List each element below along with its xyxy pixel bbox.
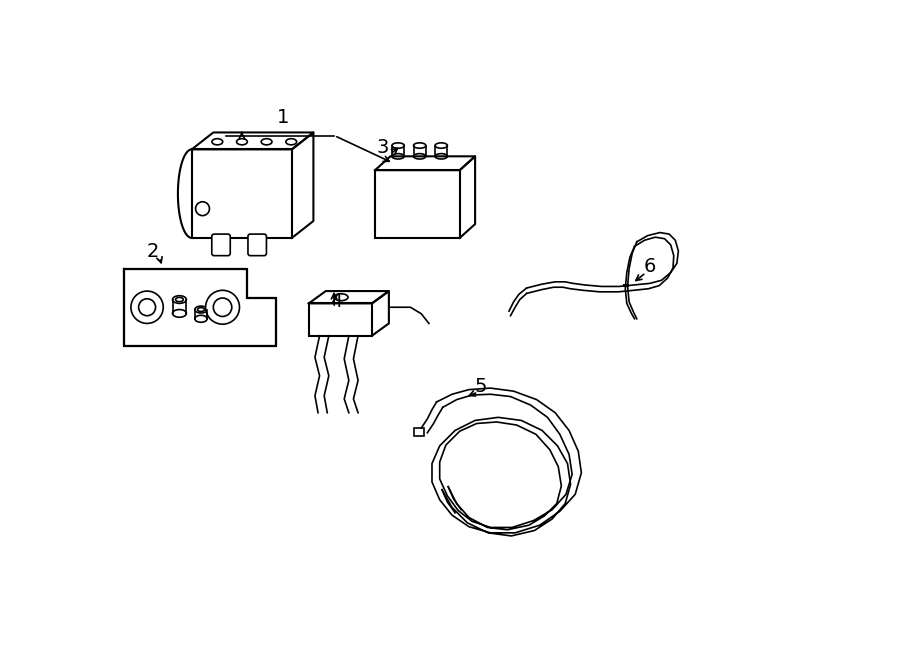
Ellipse shape (197, 307, 204, 311)
Ellipse shape (261, 139, 272, 145)
FancyBboxPatch shape (192, 149, 292, 238)
Circle shape (213, 298, 232, 317)
Text: 6: 6 (644, 257, 656, 276)
Ellipse shape (212, 139, 222, 145)
Ellipse shape (194, 315, 207, 323)
Ellipse shape (435, 153, 447, 159)
Text: 5: 5 (474, 377, 487, 396)
FancyBboxPatch shape (413, 428, 424, 436)
FancyBboxPatch shape (212, 234, 230, 256)
Ellipse shape (413, 143, 426, 148)
Ellipse shape (413, 153, 426, 159)
Ellipse shape (392, 153, 404, 159)
Text: 2: 2 (147, 241, 159, 260)
FancyBboxPatch shape (375, 170, 460, 238)
Text: 3: 3 (376, 138, 389, 157)
Circle shape (130, 291, 163, 323)
Ellipse shape (173, 295, 186, 303)
Ellipse shape (173, 309, 186, 317)
FancyBboxPatch shape (248, 234, 266, 256)
Text: 4: 4 (330, 292, 343, 311)
Ellipse shape (392, 143, 404, 148)
Ellipse shape (176, 297, 184, 301)
Polygon shape (124, 269, 276, 346)
Circle shape (139, 299, 156, 316)
FancyBboxPatch shape (309, 303, 372, 336)
Circle shape (205, 290, 239, 324)
Circle shape (195, 202, 210, 215)
Ellipse shape (334, 293, 348, 301)
Text: 1: 1 (276, 108, 289, 126)
Ellipse shape (237, 139, 248, 145)
Ellipse shape (435, 143, 447, 148)
Ellipse shape (286, 139, 297, 145)
Ellipse shape (194, 306, 207, 313)
